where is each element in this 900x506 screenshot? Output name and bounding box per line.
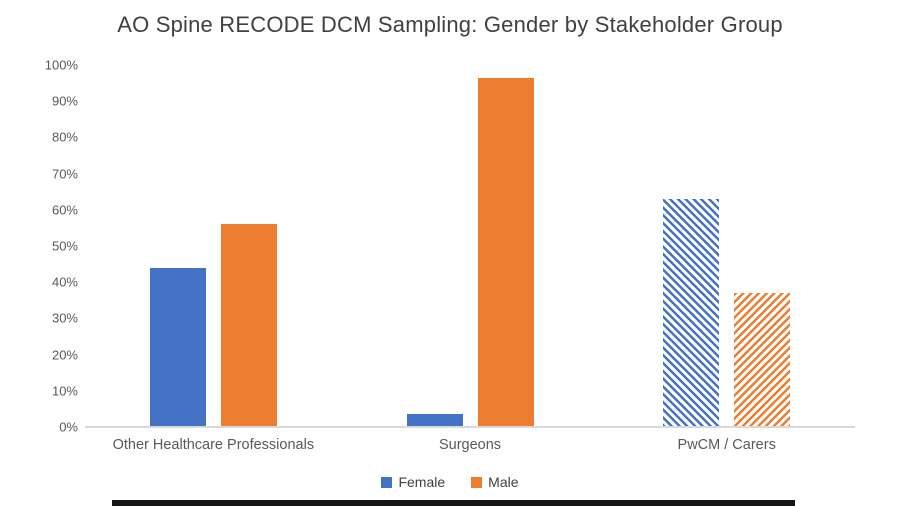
legend-item-male: Male <box>471 474 519 490</box>
y-axis-tick-label: 40% <box>51 274 78 290</box>
y-axis-tick-label: 50% <box>51 238 78 254</box>
legend-label: Female <box>398 474 446 490</box>
y-axis-tick-label: 10% <box>51 383 78 399</box>
legend-swatch-female <box>381 476 393 488</box>
bottom-bar <box>112 500 795 506</box>
legend: Female Male <box>0 474 900 490</box>
chart-title: AO Spine RECODE DCM Sampling: Gender by … <box>117 12 783 37</box>
x-axis-category-labels: Other Healthcare Professionals Surgeons Pw… <box>85 437 855 453</box>
female-bar-other-healthcare-professionals <box>149 267 206 427</box>
y-axis: 0% 10% 20% 30% 40% 50% 60% 70% 80% 90% 100% <box>8 59 78 434</box>
y-axis-tick-label: 70% <box>51 166 78 182</box>
bar-group-surgeons <box>342 65 599 427</box>
bar-group-other-healthcare-professionals <box>85 65 342 427</box>
bar-group-pwcm-carers <box>598 65 855 427</box>
y-axis-tick-label: 20% <box>51 347 78 363</box>
x-axis-line <box>85 426 855 428</box>
y-axis-tick-label: 80% <box>51 129 78 145</box>
y-axis-tick-label: 100% <box>44 57 78 73</box>
category-label-surgeons: Surgeons <box>438 437 502 453</box>
legend-swatch-male <box>471 476 483 488</box>
y-axis-tick-label: 30% <box>51 310 78 326</box>
male-bar-other-healthcare-professionals <box>220 224 277 427</box>
y-axis-tick-label: 0% <box>59 419 78 435</box>
legend-item-female: Female <box>381 474 445 490</box>
female-bar-surgeons <box>406 414 463 427</box>
plot-area <box>85 65 855 427</box>
male-bar-surgeons <box>477 77 534 427</box>
category-label-pwcm-carers: PwCM / Carers <box>677 437 776 453</box>
female-bar-pwcm-carers <box>663 198 720 427</box>
category-label-other-healthcare-professionals: Other Healthcare Professionals <box>112 437 315 453</box>
male-bar-pwcm-carers <box>734 293 791 427</box>
y-axis-tick-label: 60% <box>51 202 78 218</box>
legend-label: Male <box>488 474 519 490</box>
y-axis-tick-label: 90% <box>51 93 78 109</box>
